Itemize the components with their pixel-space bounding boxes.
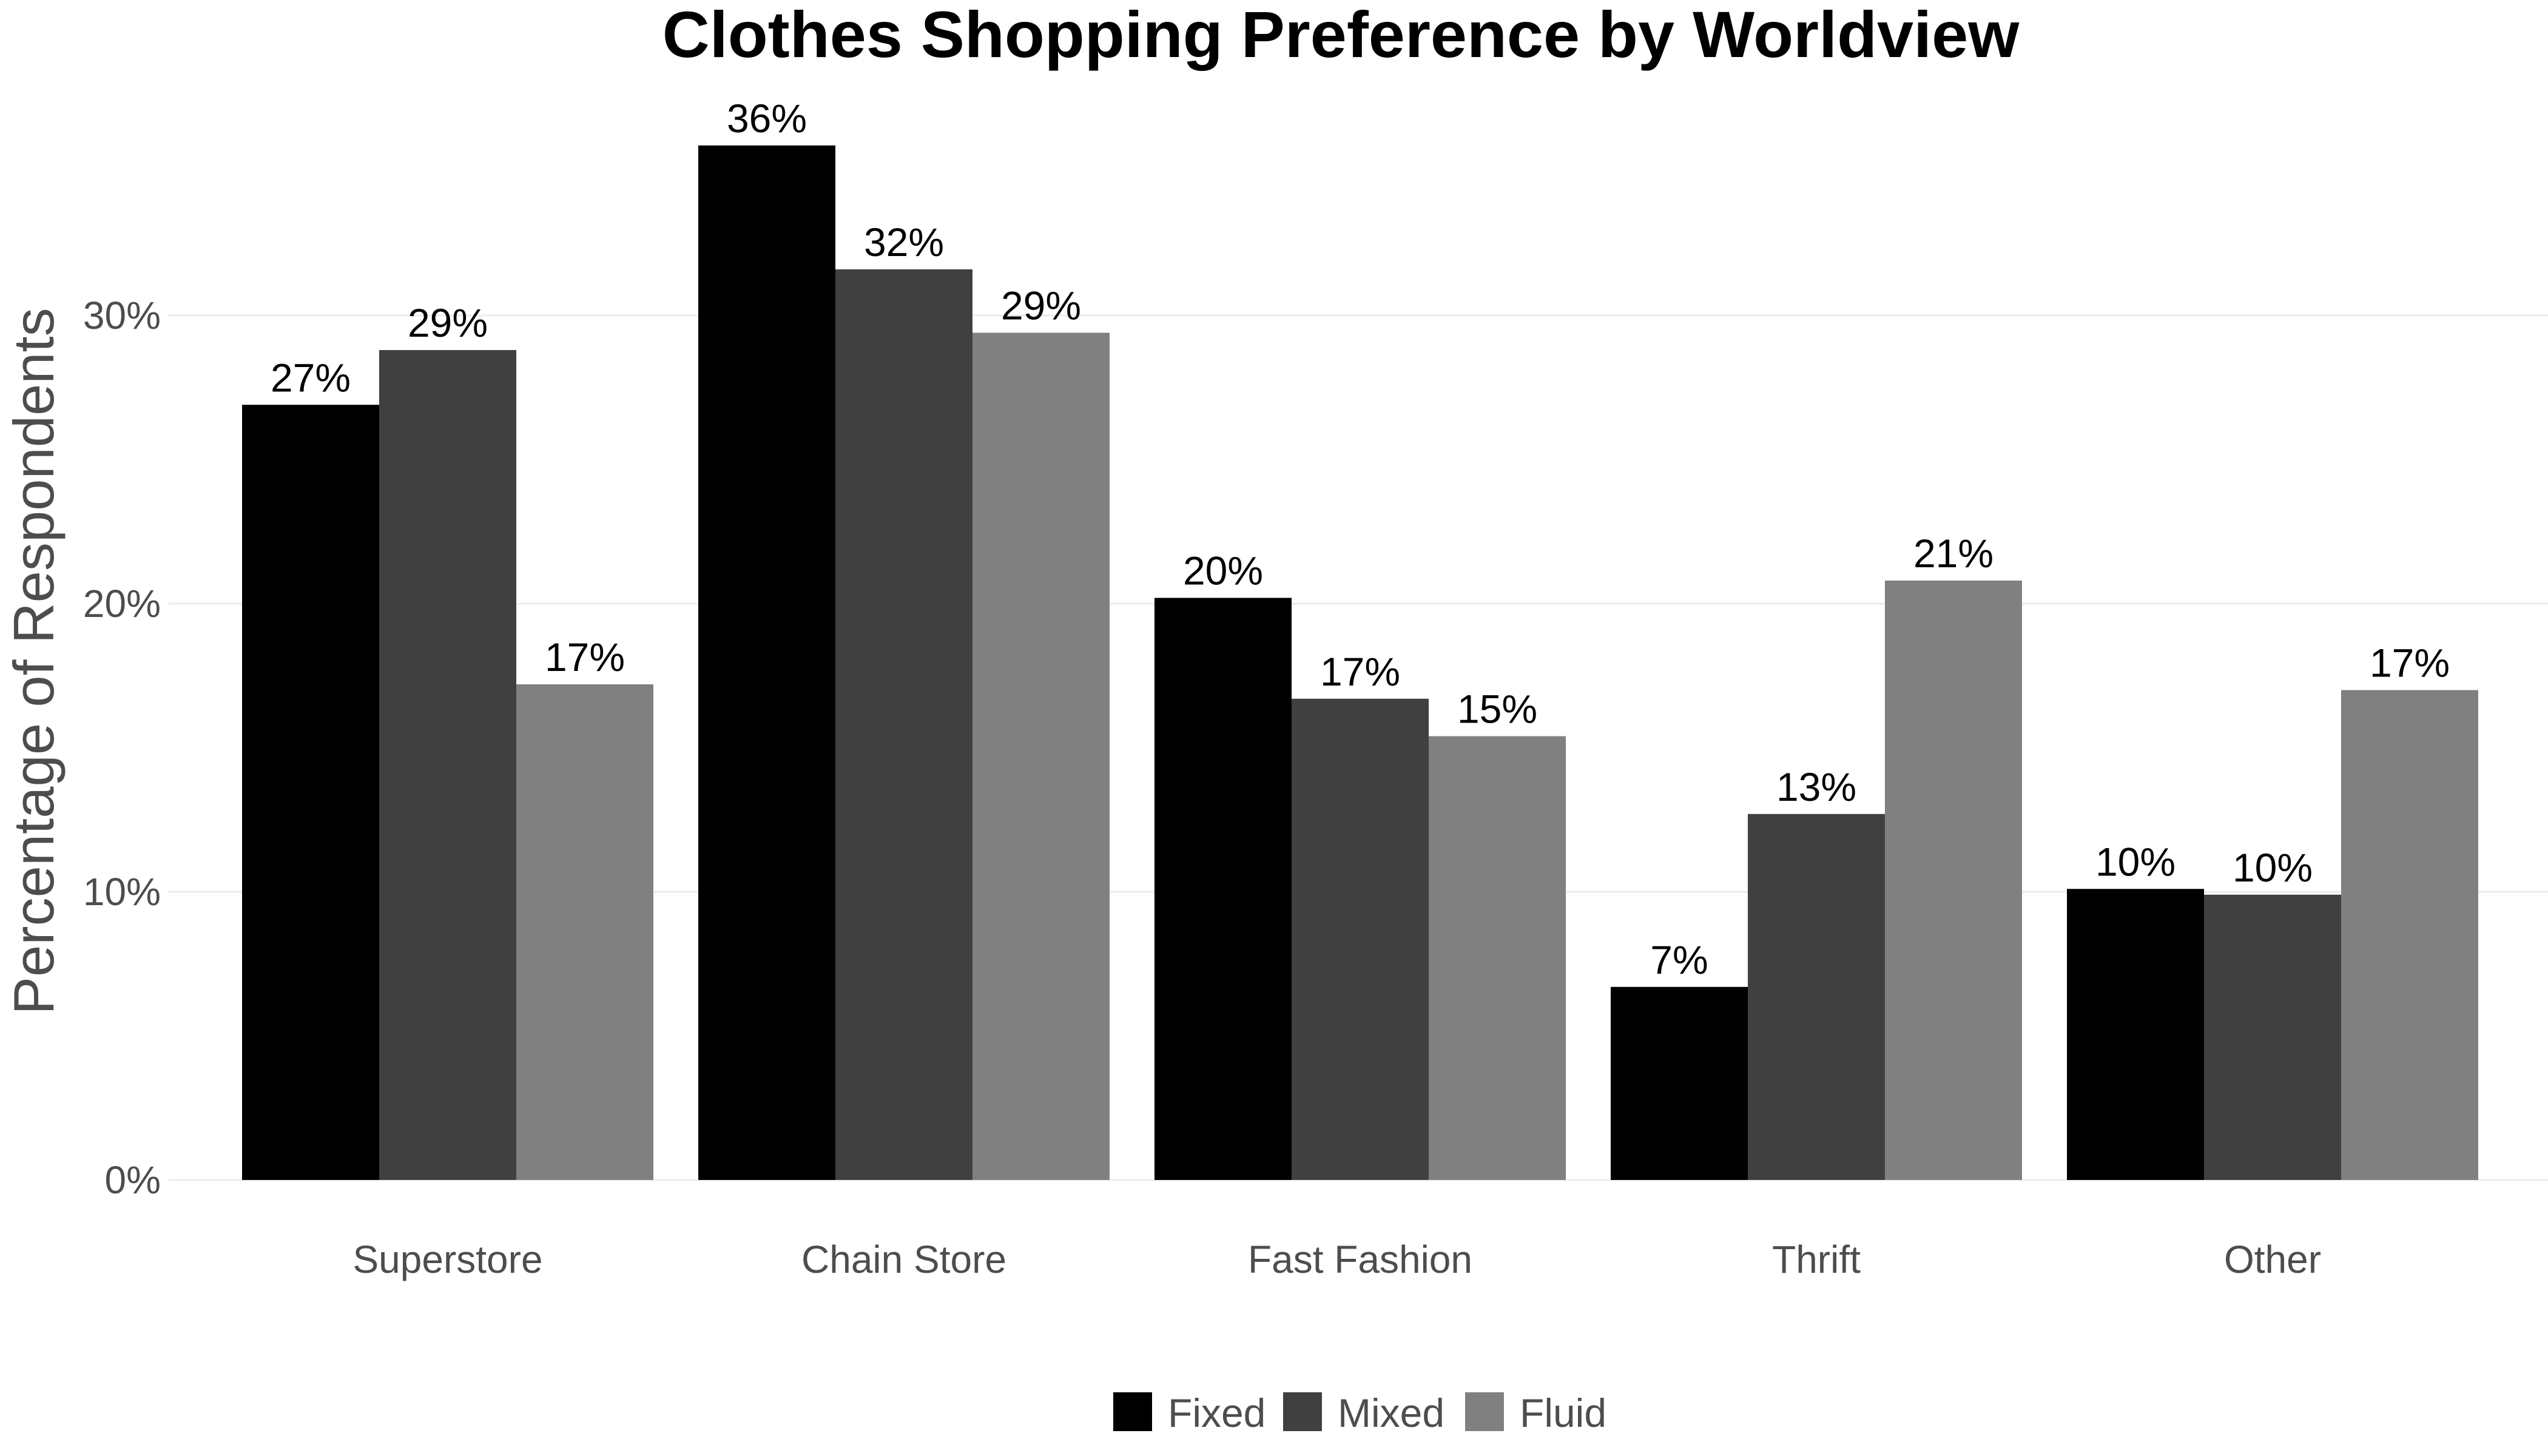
bar-fluid-thrift — [1885, 581, 2022, 1180]
data-label: 17% — [1320, 649, 1400, 694]
bar-fixed-thrift — [1611, 986, 1748, 1180]
data-label: 13% — [1776, 764, 1856, 809]
y-tick-label: 10% — [83, 870, 161, 914]
bar-mixed-superstore — [379, 350, 516, 1180]
legend-label-fixed: Fixed — [1168, 1390, 1266, 1435]
bar-fixed-superstore — [242, 405, 379, 1180]
data-label: 15% — [1457, 687, 1537, 732]
bar-mixed-thrift — [1748, 814, 1885, 1180]
y-axis-label: Percentage of Respondents — [2, 308, 66, 1014]
data-label: 27% — [271, 355, 351, 400]
data-label: 17% — [2370, 641, 2450, 686]
data-label: 7% — [1650, 937, 1708, 982]
data-label: 10% — [2233, 845, 2313, 890]
legend: Fixed Mixed Fluid — [1113, 1390, 1606, 1435]
legend-label-mixed: Mixed — [1338, 1390, 1444, 1435]
legend-swatch-fixed — [1113, 1392, 1152, 1431]
legend-label-fluid: Fluid — [1520, 1390, 1606, 1435]
x-category-label: Other — [2224, 1238, 2321, 1281]
data-label: 20% — [1183, 548, 1263, 593]
y-tick-label: 0% — [105, 1158, 161, 1202]
data-label: 29% — [1001, 283, 1081, 328]
y-axis-ticks: 0% 10% 20% 30% — [83, 294, 161, 1202]
bar-fixed-chain-store — [698, 145, 835, 1180]
legend-swatch-mixed — [1283, 1392, 1322, 1431]
data-label: 21% — [1913, 531, 1994, 576]
bar-fluid-fast-fashion — [1429, 736, 1566, 1180]
x-category-label: Chain Store — [801, 1238, 1006, 1281]
bar-fixed-fast-fashion — [1154, 598, 1292, 1180]
chart-title: Clothes Shopping Preference by Worldview — [662, 0, 2020, 71]
data-label: 29% — [408, 300, 488, 345]
bar-fluid-other — [2341, 690, 2478, 1180]
data-label-layer: 27% 29% 17% 36% 32% 29% 20% 17% 15% 7% 13% 21% 10% 10… — [271, 96, 2450, 982]
y-tick-label: 20% — [83, 582, 161, 625]
legend-swatch-fluid — [1465, 1392, 1504, 1431]
bar-mixed-fast-fashion — [1292, 698, 1429, 1180]
bar-fluid-chain-store — [972, 332, 1110, 1180]
data-label: 36% — [727, 96, 807, 141]
bar-fixed-other — [2067, 889, 2204, 1180]
data-label: 17% — [545, 635, 625, 679]
x-category-label: Fast Fashion — [1248, 1238, 1472, 1281]
bar-mixed-chain-store — [835, 269, 972, 1180]
bar-layer — [242, 145, 2478, 1180]
x-category-label: Superstore — [352, 1238, 542, 1281]
x-category-label: Thrift — [1772, 1238, 1861, 1281]
bar-mixed-other — [2204, 894, 2341, 1180]
y-tick-label: 30% — [83, 294, 161, 337]
bar-fluid-superstore — [516, 684, 653, 1180]
x-axis-categories: Superstore Chain Store Fast Fashion Thrift O… — [352, 1238, 2321, 1281]
data-label: 32% — [864, 220, 944, 265]
data-label: 10% — [2095, 839, 2176, 884]
